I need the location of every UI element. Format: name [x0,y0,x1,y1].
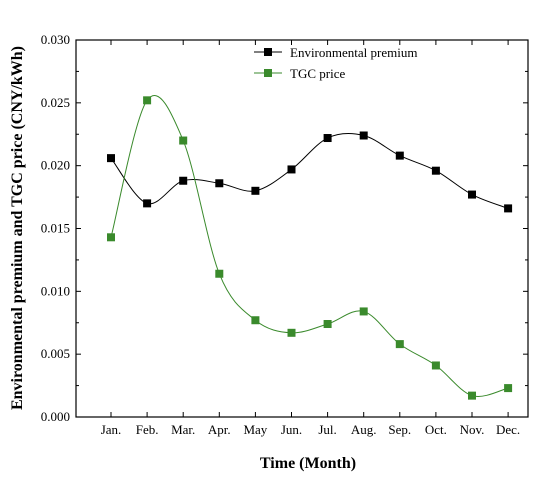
legend: Environmental premium TGC price [254,45,417,81]
x-tick-label: Feb. [136,422,159,437]
point-tgc-price-6 [323,320,332,329]
x-tick-label: Jul. [318,422,336,437]
point-environmental-premium-5 [287,165,296,174]
point-tgc-price-3 [215,269,224,278]
point-tgc-price-2 [179,136,188,145]
point-environmental-premium-2 [179,176,188,185]
series-line-environmental-premium [110,133,509,209]
point-environmental-premium-7 [359,131,368,140]
point-tgc-price-4 [251,316,260,325]
point-environmental-premium-4 [251,186,260,195]
legend-marker-tgc-price [264,69,272,77]
x-tick-label: Apr. [208,422,231,437]
x-tick-label: Mar. [171,422,195,437]
point-environmental-premium-9 [431,166,440,175]
series-layer [107,95,513,400]
point-tgc-price-1 [143,96,152,105]
y-axis-title: Environmental premium and TGC price (CNY… [9,46,26,410]
y-tick-label: 0.015 [41,221,70,236]
x-axis: Jan. Feb. Mar. Apr. May Jun. Jul. Aug. Sep. Oct. N… [101,40,520,437]
point-environmental-premium-10 [468,190,476,199]
point-environmental-premium-8 [395,151,404,160]
point-tgc-price-11 [504,384,513,393]
x-tick-label: Oct. [425,422,447,437]
legend-marker-environmental-premium [264,48,272,56]
point-environmental-premium-11 [504,204,513,213]
series-line-tgc-price [110,95,509,397]
point-environmental-premium-0 [107,154,115,163]
y-axis: 0.000 0.005 0.010 0.015 0.020 0.025 0.030 [41,32,528,424]
x-tick-label: Aug. [351,422,377,437]
legend-label-environmental-premium: Environmental premium [290,45,417,60]
y-tick-label: 0.010 [41,283,70,298]
x-tick-label: Jan. [101,422,122,437]
x-axis-title: Time (Month) [260,455,356,472]
point-tgc-price-10 [468,391,476,400]
point-tgc-price-0 [107,233,115,242]
point-environmental-premium-6 [323,134,332,143]
x-tick-label: May [243,422,267,437]
point-environmental-premium-3 [215,179,224,188]
y-tick-label: 0.000 [41,409,70,424]
y-tick-label: 0.005 [41,346,70,361]
x-tick-label: Nov. [460,422,485,437]
point-tgc-price-5 [287,328,296,337]
x-tick-label: Jun. [281,422,302,437]
point-environmental-premium-1 [143,199,152,208]
point-tgc-price-8 [395,340,404,349]
y-tick-label: 0.020 [41,158,70,173]
y-tick-label: 0.025 [41,95,70,110]
point-tgc-price-9 [431,361,440,370]
legend-label-tgc-price: TGC price [290,66,345,81]
y-tick-label: 0.030 [41,32,70,47]
x-tick-label: Sep. [388,422,411,437]
x-tick-label: Dec. [496,422,520,437]
point-tgc-price-7 [359,307,368,316]
